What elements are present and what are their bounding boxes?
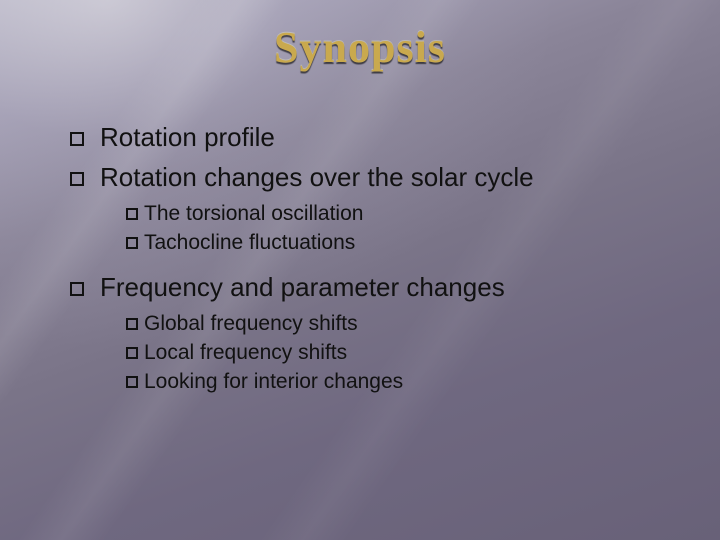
sub-list-item: Local frequency shifts	[126, 339, 670, 366]
sub-list-item: Global frequency shifts	[126, 310, 670, 337]
square-bullet-icon	[126, 376, 138, 388]
list-item-label: Frequency and parameter changes	[100, 270, 505, 304]
square-bullet-icon	[126, 237, 138, 249]
slide: Synopsis Rotation profile Rotation chang…	[0, 0, 720, 540]
square-bullet-icon	[126, 347, 138, 359]
sub-list-item-label: Tachocline fluctuations	[144, 229, 355, 256]
list-item: Rotation profile	[70, 120, 670, 154]
sub-list-item-label: Local frequency shifts	[144, 339, 347, 366]
sub-list: Global frequency shifts Local frequency …	[126, 310, 670, 395]
list-item-label: Rotation profile	[100, 120, 275, 154]
title-text: Synopsis	[274, 23, 446, 72]
sub-list-item-label: The torsional oscillation	[144, 200, 363, 227]
sub-list-item-label: Looking for interior changes	[144, 368, 403, 395]
slide-title: Synopsis	[0, 22, 720, 73]
square-bullet-icon	[70, 132, 84, 146]
square-bullet-icon	[126, 208, 138, 220]
content-area: Rotation profile Rotation changes over t…	[70, 120, 670, 409]
sub-list-item-label: Global frequency shifts	[144, 310, 358, 337]
square-bullet-icon	[70, 172, 84, 186]
square-bullet-icon	[126, 318, 138, 330]
sub-list: The torsional oscillation Tachocline flu…	[126, 200, 670, 256]
square-bullet-icon	[70, 282, 84, 296]
sub-list-item: Looking for interior changes	[126, 368, 670, 395]
list-item: Frequency and parameter changes	[70, 270, 670, 304]
sub-list-item: Tachocline fluctuations	[126, 229, 670, 256]
sub-list-item: The torsional oscillation	[126, 200, 670, 227]
list-item-label: Rotation changes over the solar cycle	[100, 160, 534, 194]
list-item: Rotation changes over the solar cycle	[70, 160, 670, 194]
